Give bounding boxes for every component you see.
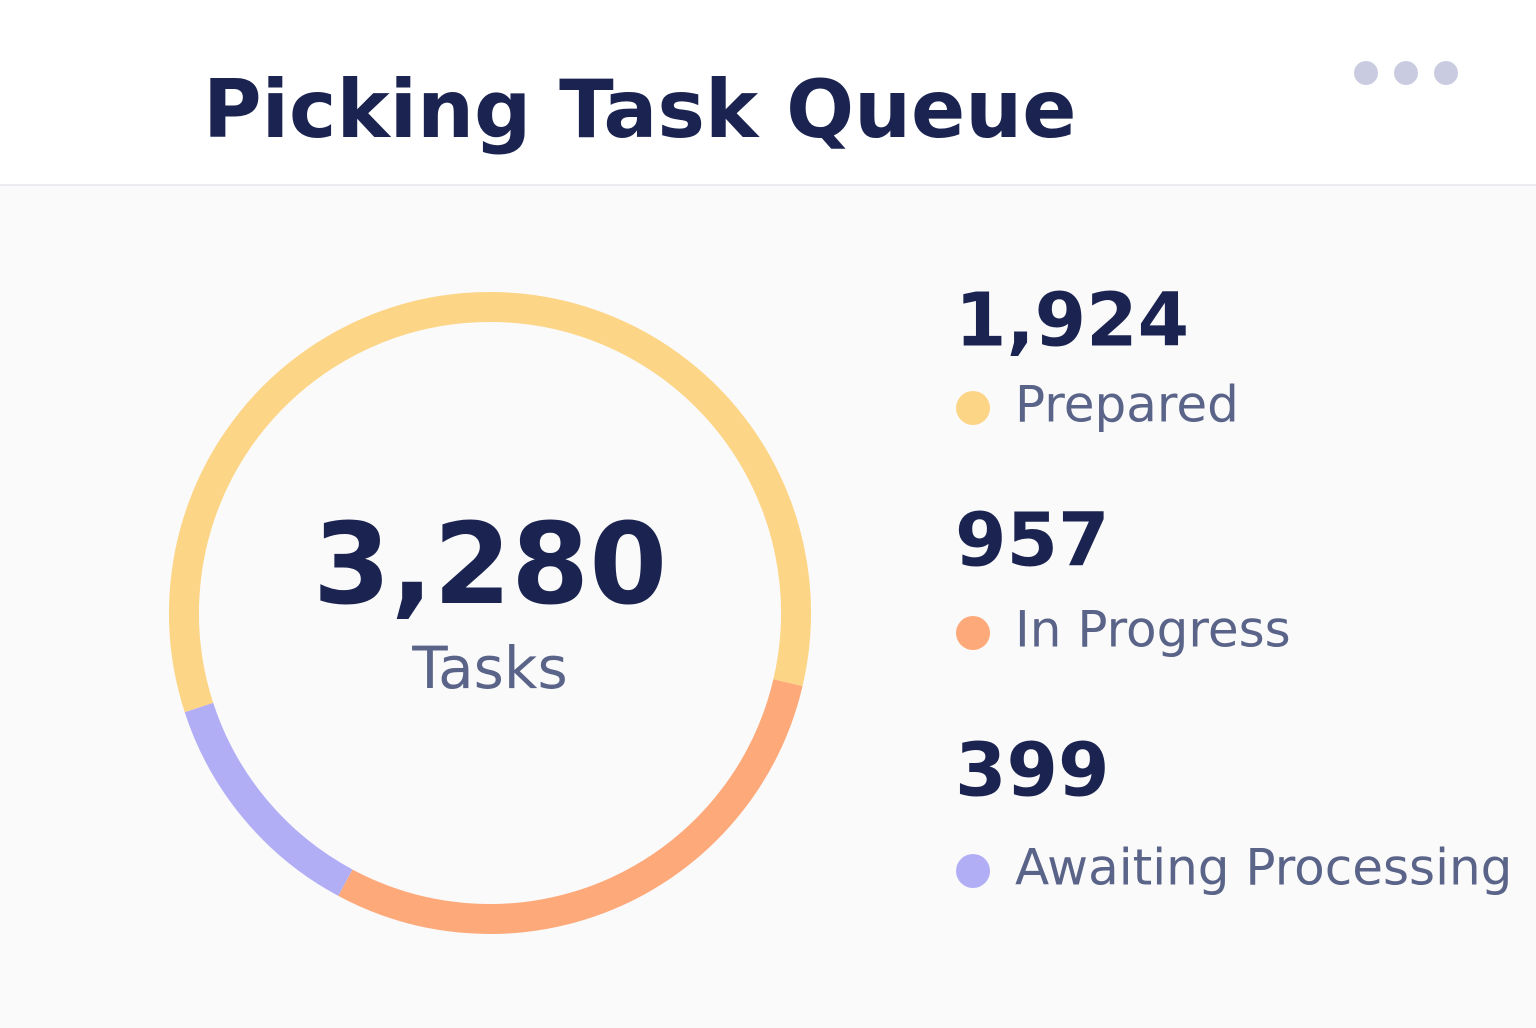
legend-label: Awaiting Processing	[1015, 839, 1512, 897]
card-title: Picking Task Queue	[203, 63, 1077, 156]
more-menu[interactable]	[1354, 61, 1458, 85]
menu-dot	[1434, 61, 1458, 85]
total-value: 3,280	[313, 500, 667, 630]
legend-swatch	[956, 616, 990, 650]
legend-value: 957	[955, 498, 1109, 584]
legend-label: In Progress	[1015, 601, 1291, 659]
legend-label: Prepared	[1015, 376, 1239, 434]
donut-segment	[184, 702, 353, 896]
donut-segment	[338, 679, 803, 934]
menu-dot	[1394, 61, 1418, 85]
menu-dot	[1354, 61, 1378, 85]
legend-value: 399	[955, 728, 1109, 814]
legend-swatch	[956, 391, 990, 425]
donut-segment	[169, 292, 811, 713]
legend-value: 1,924	[955, 278, 1189, 364]
total-caption: Tasks	[411, 634, 567, 702]
legend-swatch	[956, 854, 990, 888]
header	[0, 0, 1536, 185]
